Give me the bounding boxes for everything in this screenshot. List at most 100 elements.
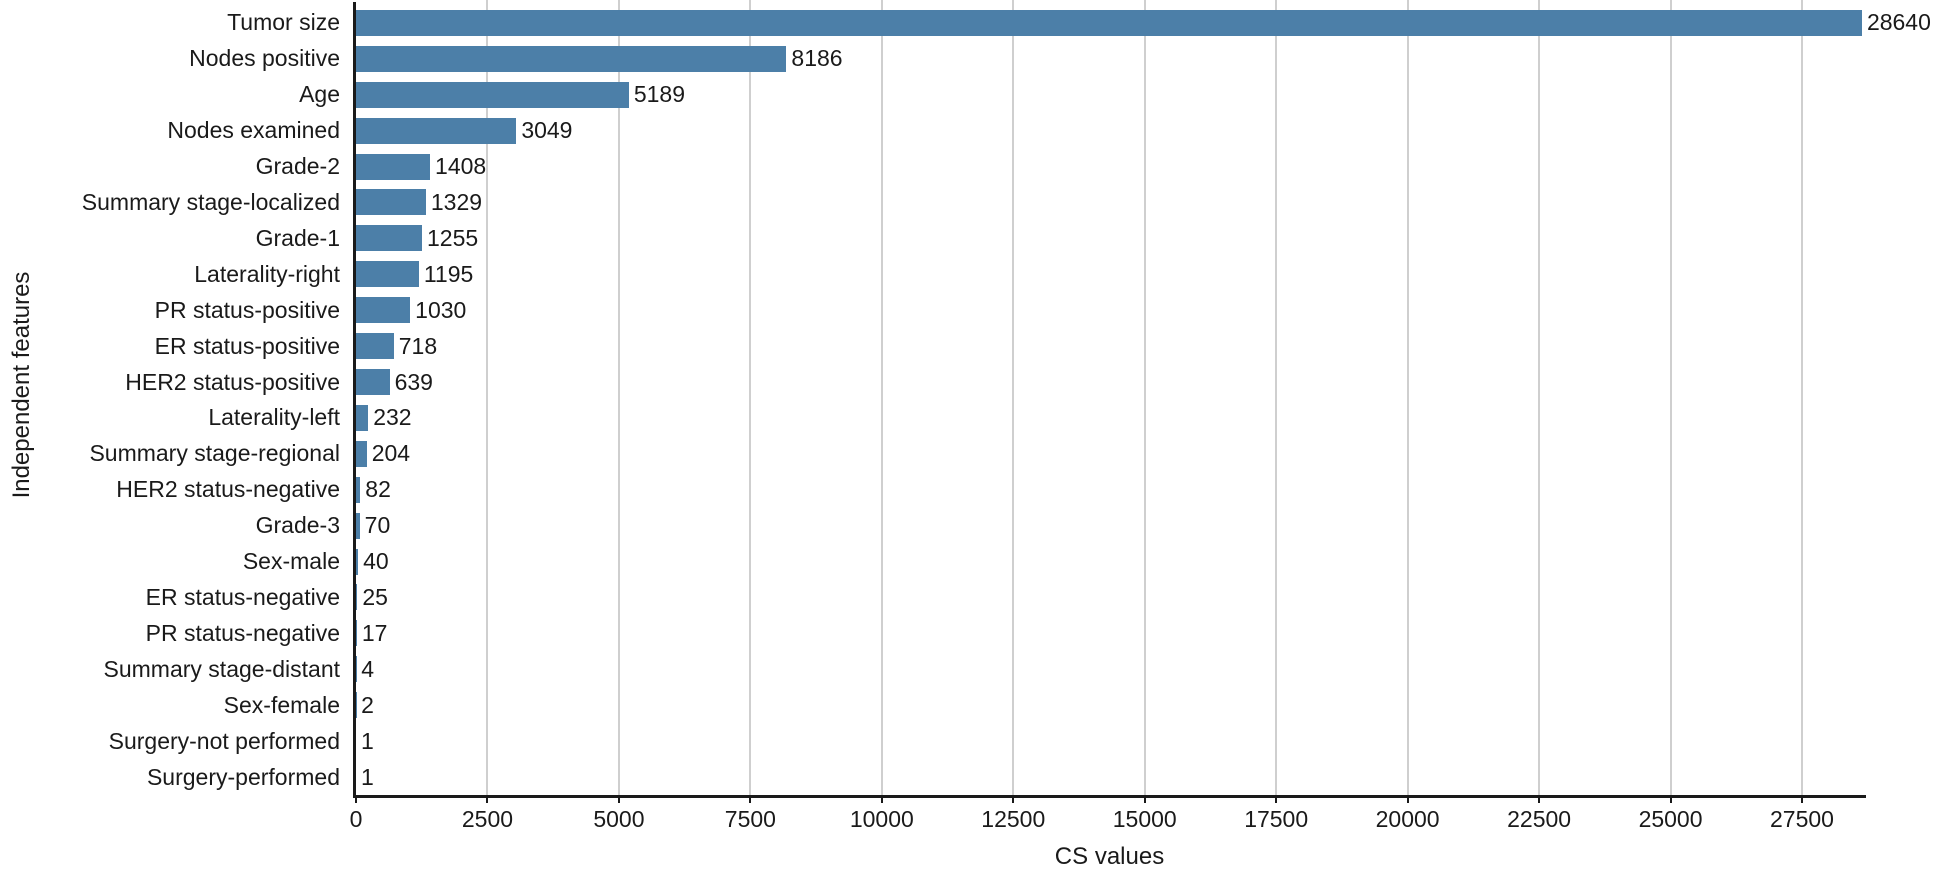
bar-row: 1255 (356, 220, 1863, 256)
bar-value-label: 70 (364, 512, 391, 539)
bar-value-label: 3049 (521, 117, 573, 144)
bar-value-label: 8186 (791, 45, 843, 72)
gridline (1669, 0, 1672, 795)
category-label: Laterality-right (194, 260, 340, 287)
bar-value-label: 204 (371, 440, 411, 467)
bar (356, 620, 357, 647)
gridline (749, 0, 752, 795)
x-tick-mark (1538, 798, 1541, 803)
x-tick-mark (1406, 798, 1409, 803)
bar-value-label: 5189 (633, 81, 686, 108)
x-tick-mark (486, 798, 489, 803)
bar (356, 117, 517, 144)
category-label: ER status-positive (154, 332, 340, 359)
x-tick-label: 25000 (1638, 806, 1703, 832)
bar (356, 153, 431, 180)
x-tick-label: 17500 (1244, 806, 1309, 832)
x-axis-spine (353, 795, 1866, 798)
bar-value-label: 232 (373, 404, 412, 431)
x-tick-mark (355, 798, 357, 803)
gridline (1143, 0, 1146, 795)
bar (356, 440, 367, 467)
bar-value-label: 1 (361, 727, 374, 754)
bar-row: 1329 (356, 185, 1863, 221)
category-label: Nodes positive (189, 45, 340, 72)
bar-value-label: 718 (398, 332, 438, 359)
bar-value-label: 1408 (435, 153, 487, 180)
gridline (617, 0, 620, 795)
bar-row: 28640 (356, 5, 1931, 41)
x-tick-label: 22500 (1507, 806, 1572, 832)
bar-row: 5189 (356, 77, 1863, 113)
bar-value-label: 40 (363, 548, 389, 575)
x-tick-label: 5000 (593, 806, 645, 832)
x-axis-title: CS values (1054, 843, 1165, 870)
category-label: PR status-positive (154, 296, 340, 323)
gridline (1275, 0, 1278, 795)
bar-row: 1 (356, 759, 1863, 795)
bar-row: 232 (356, 400, 1863, 436)
bar-value-label: 28640 (1866, 9, 1931, 36)
category-label: Nodes examined (167, 117, 340, 144)
x-tick-mark (617, 798, 620, 803)
category-label: Tumor size (227, 9, 340, 36)
x-tick-label: 12500 (981, 806, 1046, 832)
bar-row: 1408 (356, 149, 1863, 185)
gridline (1012, 0, 1015, 795)
category-label: Summary stage-regional (89, 440, 340, 467)
bar-row: 82 (356, 472, 1863, 508)
plot-area: 28640 8186 5189 3049 1408 1329 1255 1195 1030 718… (356, 0, 1931, 795)
x-tick-label: 2500 (461, 806, 514, 832)
gridline (880, 0, 883, 795)
bar-row: 204 (356, 436, 1863, 472)
category-label: Age (299, 81, 340, 108)
y-axis-spine (353, 2, 356, 798)
bar-row: 8186 (356, 41, 1863, 77)
bar-row: 1030 (356, 292, 1863, 328)
bar (356, 297, 411, 324)
x-tick-label: 15000 (1112, 806, 1177, 832)
category-label: Sex-male (242, 548, 340, 575)
bar (356, 584, 358, 611)
bar-value-label: 1030 (415, 296, 467, 323)
bar-value-label: 82 (365, 476, 391, 503)
x-tick-mark (1012, 798, 1015, 803)
bar-value-label: 1 (361, 763, 374, 790)
bar-value-label: 639 (394, 368, 433, 395)
bar-value-label: 2 (361, 691, 374, 718)
bar (356, 369, 390, 396)
bar-row: 1 (356, 723, 1863, 759)
x-tick-label: 0 (349, 806, 363, 832)
y-axis-labels: Tumor size Nodes positive Age Nodes examine… (0, 5, 347, 795)
gridline (1538, 0, 1541, 795)
bar-row: 2 (356, 687, 1863, 723)
bar (356, 261, 419, 288)
bar-row: 639 (356, 364, 1863, 400)
bar-row: 17 (356, 615, 1863, 651)
category-label: HER2 status-positive (125, 368, 340, 395)
category-label: Summary stage-distant (103, 655, 340, 682)
x-tick-mark (1669, 798, 1672, 803)
bar (356, 404, 369, 431)
gridline (1801, 0, 1803, 795)
category-label: Sex-female (223, 691, 340, 718)
bar-row: 718 (356, 328, 1863, 364)
bar (356, 333, 394, 360)
bar (356, 189, 426, 216)
x-tick-label: 27500 (1770, 806, 1834, 832)
bar (356, 476, 361, 503)
gridline (486, 0, 489, 795)
category-label: Laterality-left (208, 404, 340, 431)
bar-row: 4 (356, 651, 1863, 687)
bar-row: 3049 (356, 113, 1863, 149)
category-label: Surgery-performed (146, 763, 340, 790)
category-label: PR status-negative (145, 619, 340, 646)
category-label: HER2 status-negative (116, 476, 340, 503)
x-tick-label: 7500 (724, 806, 776, 832)
bar (356, 9, 1862, 36)
bar-value-label: 1329 (430, 188, 483, 215)
bar-value-label: 4 (361, 655, 374, 682)
bar (356, 45, 787, 72)
bar-value-label: 17 (361, 619, 388, 646)
